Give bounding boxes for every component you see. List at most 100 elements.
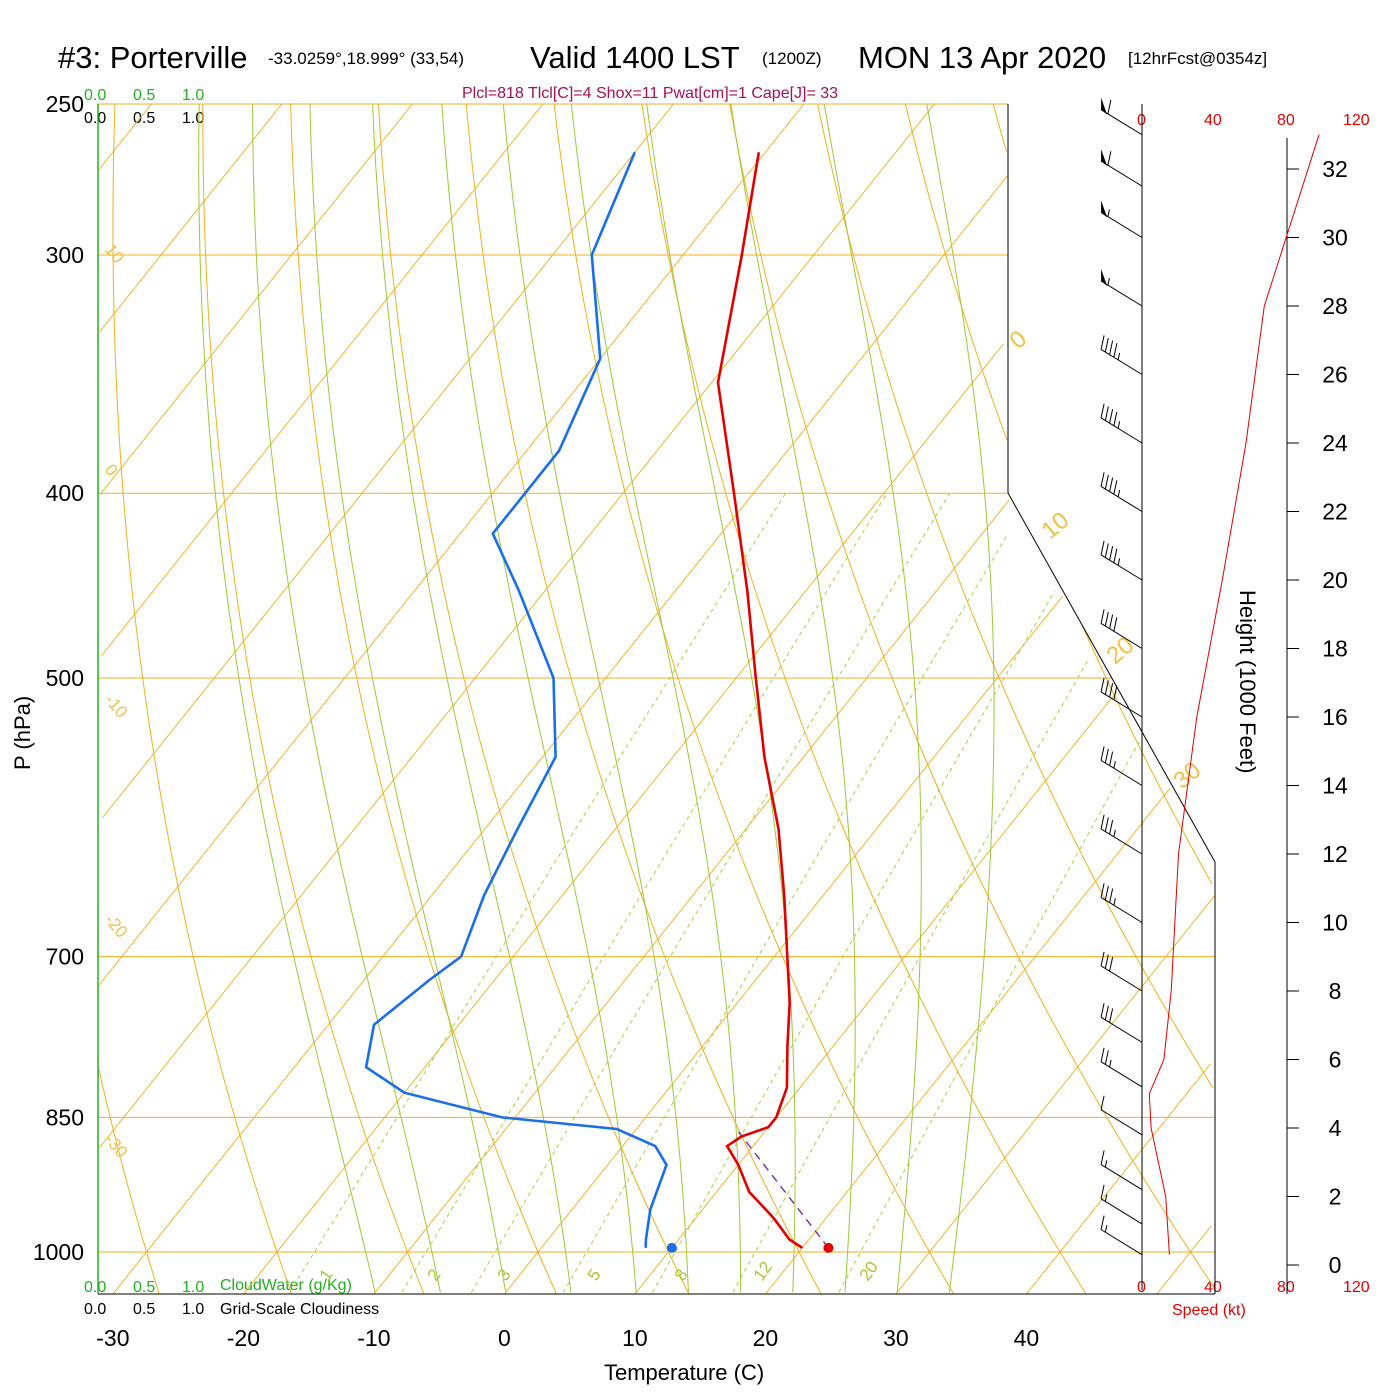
cloudwater-tick: 0.5 xyxy=(133,87,155,104)
pressure-tick-label: 400 xyxy=(46,480,84,506)
stats-line: Plcl=818 Tlcl[C]=4 Shox=11 Pwat[cm]=1 Ca… xyxy=(462,85,838,102)
speed-tick-top: 120 xyxy=(1343,112,1370,129)
wind-barb-flag xyxy=(1104,748,1109,764)
wind-barb-flag xyxy=(1100,403,1105,419)
dry-adiabat-line xyxy=(290,103,557,1295)
height-tick-label: 14 xyxy=(1322,773,1348,799)
cloudwater-scale-bottom: 0.0 0.5 1.0 CloudWater (g/Kg) 0.0 0.5 1.… xyxy=(84,1277,379,1318)
temperature-tick-label: 30 xyxy=(883,1325,909,1351)
wind-barb-pennant xyxy=(1101,149,1108,167)
wind-barb-flag xyxy=(1100,609,1105,624)
cloudiness-tick: 0.5 xyxy=(133,1301,155,1318)
wind-barb-flag xyxy=(1104,337,1109,353)
mixing-ratio-line xyxy=(838,741,1140,1293)
wind-barb-half xyxy=(1117,489,1121,497)
isotherm-line xyxy=(97,103,805,987)
wind-barb-flag xyxy=(1113,411,1118,426)
mixing-ratio-lines xyxy=(289,492,1140,1293)
wind-barb-half xyxy=(1107,277,1110,286)
height-tick-label: 20 xyxy=(1322,567,1348,593)
height-tick-label: 24 xyxy=(1322,430,1348,456)
plot-frame xyxy=(97,104,1216,1295)
wind-barb-flag xyxy=(1104,885,1109,901)
dry-adiabat-label: 10 xyxy=(1037,507,1075,545)
isotherm-label: -10 xyxy=(101,690,131,721)
speed-tick-bottom: 120 xyxy=(1343,1279,1370,1296)
dry-adiabat-line xyxy=(553,103,955,1295)
isotherm-line xyxy=(895,895,1215,1295)
wind-barb-flag xyxy=(1100,951,1105,967)
isotherm-lines xyxy=(97,103,1215,1295)
wind-barb-flag xyxy=(1104,406,1109,421)
wind-barb-flag xyxy=(1109,546,1114,561)
isotherm-line xyxy=(98,103,152,171)
moist-adiabat-line xyxy=(309,103,507,1293)
wind-barb xyxy=(1100,828,1143,855)
height-tick-label: 26 xyxy=(1322,362,1348,388)
isotherm-line xyxy=(99,103,283,333)
wind-barb-flag xyxy=(1100,540,1105,556)
wind-barb-flag xyxy=(1109,409,1114,424)
wind-barb-flag xyxy=(1104,474,1109,490)
isotherm-line xyxy=(243,343,1004,1295)
temperature-tick-label: 0 xyxy=(498,1325,511,1351)
isotherm-line xyxy=(1026,1063,1211,1295)
isotherm-label: -20 xyxy=(101,910,131,941)
wind-barb-flag xyxy=(1100,814,1105,830)
wind-barb-flag xyxy=(1113,548,1118,563)
speed-tick-top: 40 xyxy=(1204,112,1222,129)
wind-barb-half xyxy=(1113,761,1116,769)
dry-adiabat-line xyxy=(202,104,425,1295)
wind-barb-half xyxy=(1104,1194,1108,1202)
wind-barb-half xyxy=(1113,898,1116,906)
wind-barb-flag xyxy=(1109,614,1114,629)
wind-barb xyxy=(1100,160,1143,187)
cloudiness-tick: 0.0 xyxy=(84,110,106,127)
wind-barb-flag xyxy=(1113,343,1118,358)
wind-barb-flag xyxy=(1100,1184,1105,1199)
moist-adiabat-line xyxy=(570,103,742,1293)
wind-barb-flag xyxy=(1113,617,1118,632)
dry-adiabat-line xyxy=(992,103,1008,153)
dewpoint-line xyxy=(364,151,668,1248)
wind-barb-flag xyxy=(1100,1215,1105,1230)
height-tick-label: 30 xyxy=(1322,225,1348,251)
temperature-tick-label: -30 xyxy=(96,1325,129,1351)
wind-barb-half xyxy=(1104,1225,1108,1233)
mixing-ratio-label: 3 xyxy=(494,1266,515,1285)
wind-barb-flag xyxy=(1100,472,1105,487)
wind-barb xyxy=(1100,896,1143,923)
mixing-ratio-line xyxy=(289,492,787,1293)
isotherm-line xyxy=(373,499,1010,1295)
wind-barb-flag xyxy=(1104,543,1109,558)
wind-barb-flag xyxy=(1109,820,1114,835)
cloudwater-tick: 0.0 xyxy=(84,87,106,104)
wind-barb-half xyxy=(1109,1059,1112,1068)
valid-time: Valid 1400 LST xyxy=(530,40,740,75)
pressure-tick-label: 1000 xyxy=(33,1239,84,1265)
cloudwater-tick: 1.0 xyxy=(182,1279,204,1296)
mixing-ratio-label: 5 xyxy=(584,1266,605,1285)
speed-scale: 0 40 80 120 0 40 80 120 Speed (kt) xyxy=(1137,112,1370,1319)
isotherm-line xyxy=(504,595,1064,1295)
mixing-ratio-label: 2 xyxy=(424,1266,445,1285)
speed-tick-bottom: 80 xyxy=(1277,1279,1295,1296)
mixing-ratio-line xyxy=(470,492,951,1293)
moist-adiabat-line xyxy=(372,103,572,1293)
isobar-lines xyxy=(98,103,1215,1253)
cloudiness-tick: 1.0 xyxy=(182,1301,204,1318)
mixing-ratio-label: 8 xyxy=(671,1266,692,1285)
wind-barb xyxy=(1100,280,1143,307)
x-axis-title: Temperature (C) xyxy=(604,1360,764,1385)
height-tick-label: 16 xyxy=(1322,704,1348,730)
cloudwater-scale-top: 0.0 0.5 1.0 0.0 0.5 1.0 xyxy=(84,87,204,127)
moist-adiabat-lines xyxy=(198,103,995,1293)
dry-adiabat-line xyxy=(465,103,822,1295)
speed-tick-bottom: 40 xyxy=(1204,1279,1222,1296)
isotherm-line xyxy=(101,103,674,819)
wind-barb-pennant xyxy=(1101,268,1108,286)
surface-dewpoint-dot xyxy=(666,1242,677,1253)
isotherm-line xyxy=(100,103,544,657)
